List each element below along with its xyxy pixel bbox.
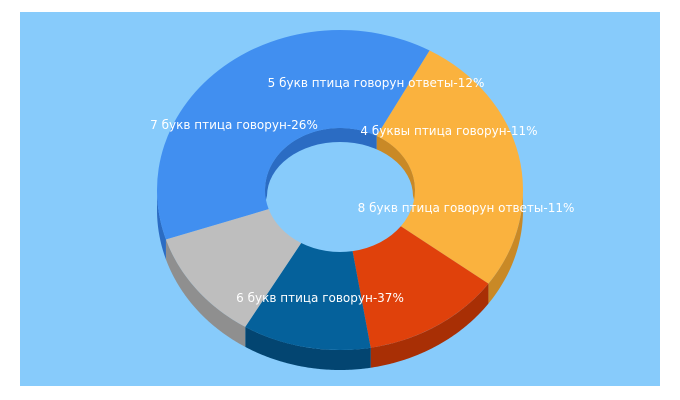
slice-4 (165, 209, 302, 327)
slice-side-3 (245, 326, 371, 370)
slice-0 (157, 30, 430, 240)
slice-side-2 (370, 283, 489, 368)
slice-label-4-bukvy: 4 буквы птица говорун-11% (360, 124, 537, 138)
slice-label-5-bukv: 5 букв птица говорун ответы-12% (268, 76, 485, 90)
slice-side-4 (165, 239, 246, 347)
slice-1 (376, 50, 523, 284)
donut-hole (267, 142, 413, 250)
slice-tops (157, 30, 523, 350)
slice-label-7-bukv: 7 букв птица говорун-26% (150, 118, 318, 132)
slice-side-1 (488, 188, 523, 304)
slice-label-8-bukv: 8 букв птица говорун ответы-11% (358, 201, 575, 215)
slice-2 (352, 226, 489, 348)
slice-3 (245, 243, 371, 350)
slice-labels: 6 букв птица говорун-37% 7 букв птица го… (150, 76, 574, 305)
slice-label-6-bukv: 6 букв птица говорун-37% (236, 291, 404, 305)
slice-inner-wall-0 (265, 128, 377, 211)
slice-side-0 (157, 187, 166, 260)
